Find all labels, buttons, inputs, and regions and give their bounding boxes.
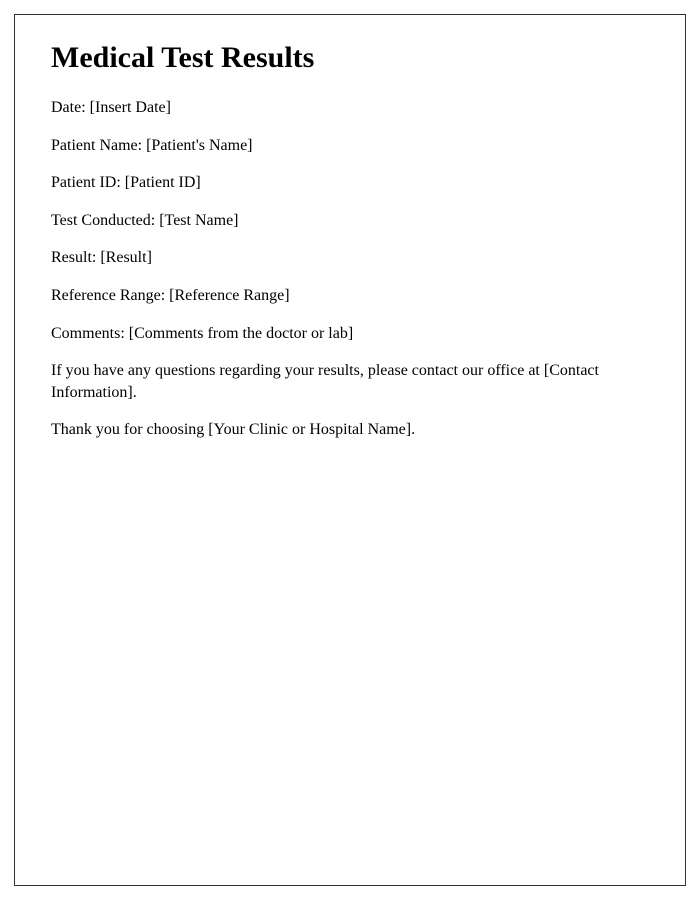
result-label: Result: bbox=[51, 249, 100, 266]
reference-range-field: Reference Range: [Reference Range] bbox=[51, 285, 649, 307]
result-field: Result: [Result] bbox=[51, 247, 649, 269]
contact-paragraph: If you have any questions regarding your… bbox=[51, 360, 649, 403]
comments-label: Comments: bbox=[51, 325, 129, 342]
date-field: Date: [Insert Date] bbox=[51, 97, 649, 119]
document-title: Medical Test Results bbox=[51, 41, 649, 75]
patient-name-field: Patient Name: [Patient's Name] bbox=[51, 135, 649, 157]
document-container: Medical Test Results Date: [Insert Date]… bbox=[14, 14, 686, 886]
patient-name-value: [Patient's Name] bbox=[146, 137, 252, 154]
comments-field: Comments: [Comments from the doctor or l… bbox=[51, 323, 649, 345]
reference-range-value: [Reference Range] bbox=[169, 287, 289, 304]
test-conducted-field: Test Conducted: [Test Name] bbox=[51, 210, 649, 232]
date-value: [Insert Date] bbox=[90, 99, 171, 116]
patient-id-value: [Patient ID] bbox=[125, 174, 201, 191]
reference-range-label: Reference Range: bbox=[51, 287, 169, 304]
thank-you-paragraph: Thank you for choosing [Your Clinic or H… bbox=[51, 419, 649, 441]
test-conducted-label: Test Conducted: bbox=[51, 212, 159, 229]
test-conducted-value: [Test Name] bbox=[159, 212, 238, 229]
result-value: [Result] bbox=[100, 249, 152, 266]
patient-name-label: Patient Name: bbox=[51, 137, 146, 154]
patient-id-field: Patient ID: [Patient ID] bbox=[51, 172, 649, 194]
patient-id-label: Patient ID: bbox=[51, 174, 125, 191]
comments-value: [Comments from the doctor or lab] bbox=[129, 325, 353, 342]
date-label: Date: bbox=[51, 99, 90, 116]
